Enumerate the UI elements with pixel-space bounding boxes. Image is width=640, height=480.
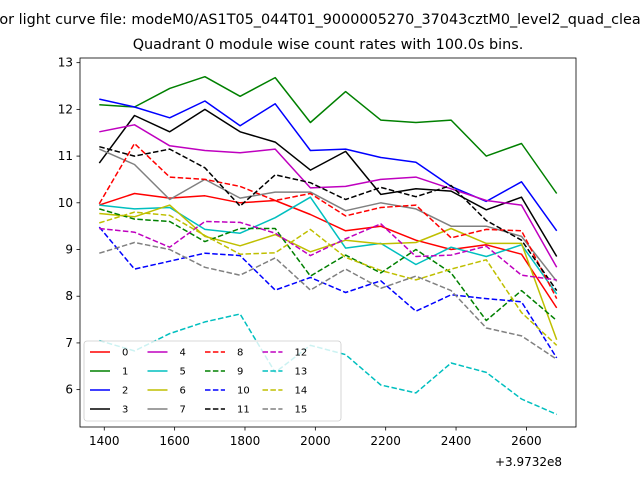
y-tick-label: 12 <box>58 102 73 116</box>
y-tick-label: 11 <box>58 149 73 163</box>
y-tick-label: 8 <box>65 289 73 303</box>
legend-label-0: 0 <box>122 348 128 359</box>
y-tick-label: 10 <box>58 196 73 210</box>
series-line-8 <box>98 142 558 299</box>
chart-title: Quadrant 0 module wise count rates with … <box>133 37 524 53</box>
x-tick-label: 1600 <box>159 434 190 448</box>
plot-area <box>98 75 558 416</box>
legend-label-4: 4 <box>180 348 186 359</box>
x-tick-label: 2400 <box>441 434 472 448</box>
series-line-11 <box>99 145 558 292</box>
x-tick-label: 1800 <box>230 434 261 448</box>
legend-label-13: 13 <box>295 367 308 378</box>
legend-label-7: 7 <box>180 405 186 416</box>
x-axis-offset-label: +3.9732e8 <box>495 455 562 469</box>
series-line-4 <box>99 124 558 268</box>
series-line-1 <box>99 75 558 194</box>
x-tick-label: 2600 <box>511 434 542 448</box>
series-line-7 <box>98 148 558 282</box>
figure-suptitle: Plot for light curve file: modeM0/AS1T05… <box>0 12 640 28</box>
legend-label-15: 15 <box>295 405 308 416</box>
legend-label-3: 3 <box>122 405 128 416</box>
legend-label-14: 14 <box>295 386 308 397</box>
x-tick-label: 1400 <box>89 434 120 448</box>
series-line-14 <box>99 211 558 346</box>
axes-frame <box>79 57 577 428</box>
y-tick-label: 13 <box>58 56 73 70</box>
x-tick-label: 2000 <box>300 434 331 448</box>
series-line-3 <box>98 108 558 257</box>
legend-label-9: 9 <box>237 367 243 378</box>
legend-box <box>83 340 342 422</box>
series-line-6 <box>99 204 558 340</box>
legend-label-5: 5 <box>180 367 186 378</box>
legend-label-8: 8 <box>237 348 243 359</box>
legend-label-10: 10 <box>237 386 250 397</box>
series-line-15 <box>99 241 558 360</box>
x-tick-label: 2200 <box>370 434 401 448</box>
legend-label-11: 11 <box>237 405 250 416</box>
legend-label-12: 12 <box>295 348 308 359</box>
y-tick-label: 9 <box>65 243 73 257</box>
legend-label-6: 6 <box>180 386 186 397</box>
series-line-9 <box>99 208 558 322</box>
y-tick-label: 7 <box>65 336 73 350</box>
legend-label-2: 2 <box>122 386 128 397</box>
y-tick-label: 6 <box>65 383 73 397</box>
series-line-12 <box>99 220 557 281</box>
legend-label-1: 1 <box>122 367 128 378</box>
series-line-10 <box>98 226 558 359</box>
